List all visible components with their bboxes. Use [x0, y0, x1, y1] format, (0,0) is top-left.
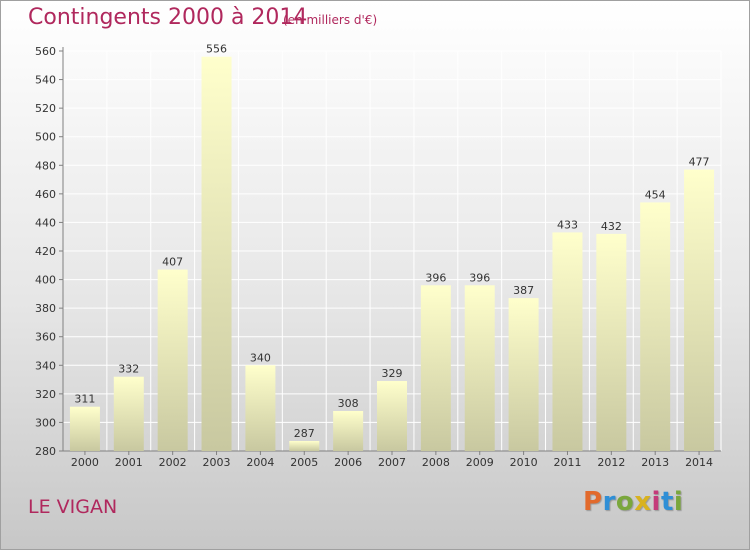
bar-value-label: 396: [469, 271, 490, 284]
bar: [69, 406, 100, 451]
y-tick-label: 460: [35, 188, 56, 201]
bar-value-label: 332: [118, 363, 139, 376]
y-tick-label: 380: [35, 302, 56, 315]
bar-value-label: 287: [294, 427, 315, 440]
bar: [113, 376, 144, 451]
bar-value-label: 556: [206, 43, 227, 56]
x-tick-label: 2011: [553, 456, 581, 469]
bar: [640, 202, 671, 451]
x-tick-label: 2001: [115, 456, 143, 469]
proxiti-logo[interactable]: Proxiti: [583, 487, 683, 517]
logo-letter: i: [651, 487, 661, 517]
bar: [201, 56, 232, 451]
x-tick-label: 2014: [685, 456, 713, 469]
y-tick-label: 360: [35, 331, 56, 344]
x-tick-label: 2002: [159, 456, 187, 469]
y-tick-label: 340: [35, 359, 56, 372]
bar: [508, 298, 539, 451]
y-tick-label: 440: [35, 216, 56, 229]
chart-title: Contingents 2000 à 2014: [28, 5, 308, 30]
tick-labels: 280 300 320 340 360 380 400 420 440 460 480 500 520 5…: [35, 45, 713, 469]
bar-labels: 311 332 407 556 340 287 308 329 396 396 387 433 432 4…: [74, 43, 709, 440]
x-tick-label: 2010: [510, 456, 538, 469]
bar-value-label: 432: [601, 220, 622, 233]
bar-value-label: 477: [689, 156, 710, 169]
logo-letter: P: [583, 487, 603, 517]
x-tick-label: 2005: [290, 456, 318, 469]
bar: [333, 411, 364, 451]
bar-value-label: 396: [425, 271, 446, 284]
bar: [596, 233, 627, 451]
chart-unit: (en milliers d'€): [283, 13, 378, 27]
y-tick-label: 320: [35, 388, 56, 401]
y-tick-label: 560: [35, 45, 56, 58]
commune-name: LE VIGAN: [28, 496, 118, 518]
x-tick-label: 2000: [71, 456, 99, 469]
bar-value-label: 311: [74, 393, 95, 406]
bar-value-label: 308: [338, 397, 359, 410]
logo-letter: x: [634, 487, 652, 517]
y-tick-label: 400: [35, 274, 56, 287]
bar: [684, 169, 715, 452]
bar-value-label: 340: [250, 351, 271, 364]
bar: [157, 269, 188, 451]
logo-letter: r: [602, 487, 616, 517]
y-tick-label: 420: [35, 245, 56, 258]
bar-value-label: 407: [162, 256, 183, 269]
y-tick-label: 520: [35, 102, 56, 115]
x-tick-label: 2003: [203, 456, 231, 469]
bar: [464, 285, 495, 451]
x-tick-label: 2013: [641, 456, 669, 469]
logo-letter: i: [673, 487, 684, 517]
y-tick-label: 500: [35, 131, 56, 144]
bars: [69, 56, 715, 452]
bar-value-label: 433: [557, 218, 578, 231]
bar: [289, 441, 320, 451]
y-tick-label: 480: [35, 159, 56, 172]
bar-value-label: 329: [382, 367, 403, 380]
y-tick-label: 280: [35, 445, 56, 458]
bar: [552, 232, 583, 451]
x-tick-label: 2012: [597, 456, 625, 469]
bar: [245, 365, 276, 451]
bar: [377, 381, 407, 451]
x-tick-label: 2009: [466, 456, 494, 469]
x-tick-label: 2004: [246, 456, 274, 469]
bar: [420, 285, 451, 451]
logo-letter: o: [615, 487, 635, 517]
y-tick-label: 300: [35, 416, 56, 429]
bar-value-label: 387: [513, 284, 534, 297]
x-tick-label: 2006: [334, 456, 362, 469]
x-tick-label: 2008: [422, 456, 450, 469]
bar-value-label: 454: [645, 188, 666, 201]
y-tick-label: 540: [35, 74, 56, 87]
logo-letter: t: [660, 487, 674, 517]
x-tick-label: 2007: [378, 456, 406, 469]
